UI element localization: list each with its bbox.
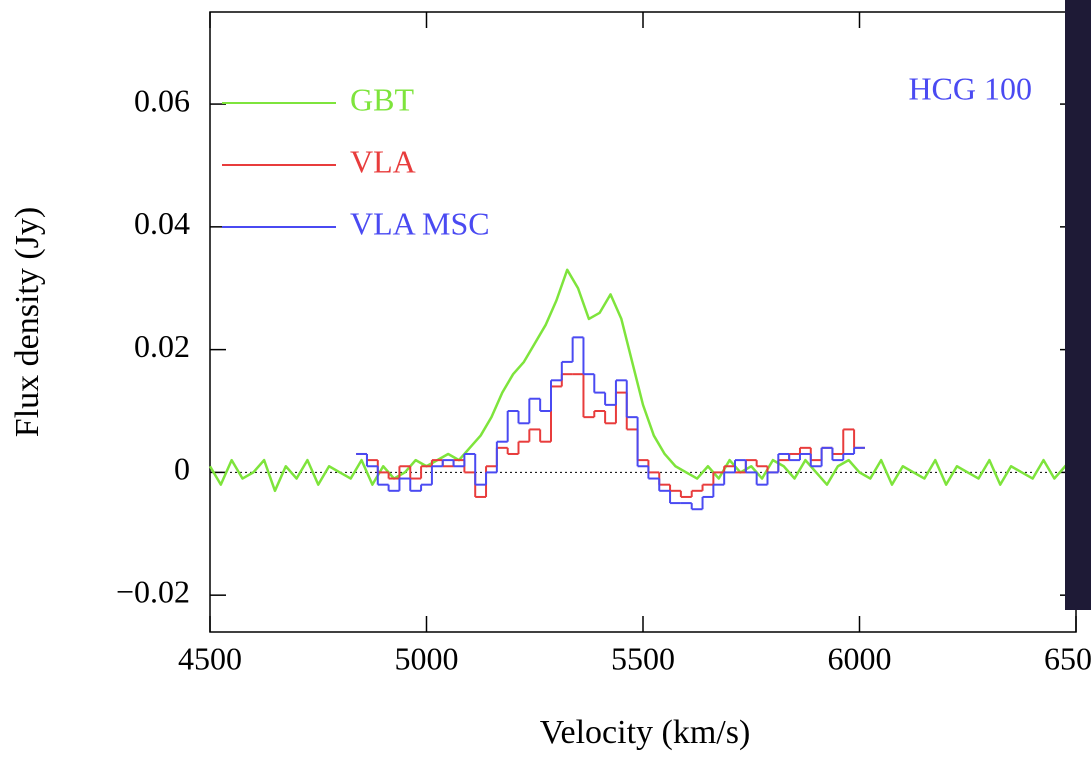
y-tick-label: −0.02 <box>116 574 190 610</box>
legend-label: VLA MSC <box>350 205 490 241</box>
background-image-strip <box>1065 0 1091 610</box>
y-axis-label: Flux density (Jy) <box>9 207 46 437</box>
annotation: HCG 100 <box>908 70 1032 106</box>
y-tick-label: 0.02 <box>134 328 190 364</box>
x-tick-label: 6000 <box>828 640 892 676</box>
spectrum-line <box>208 268 1077 493</box>
x-tick-label: 4500 <box>178 640 242 676</box>
y-tick-label: 0.04 <box>134 205 190 241</box>
x-tick-label: 5500 <box>611 640 675 676</box>
y-tick-label: 0.06 <box>134 82 190 118</box>
y-tick-label: 0 <box>174 451 190 487</box>
x-axis-label: Velocity (km/s) <box>540 714 751 751</box>
legend-label: GBT <box>350 81 414 117</box>
legend-label: VLA <box>350 143 416 179</box>
x-tick-label: 6500 <box>1044 640 1091 676</box>
x-tick-label: 5000 <box>395 640 459 676</box>
